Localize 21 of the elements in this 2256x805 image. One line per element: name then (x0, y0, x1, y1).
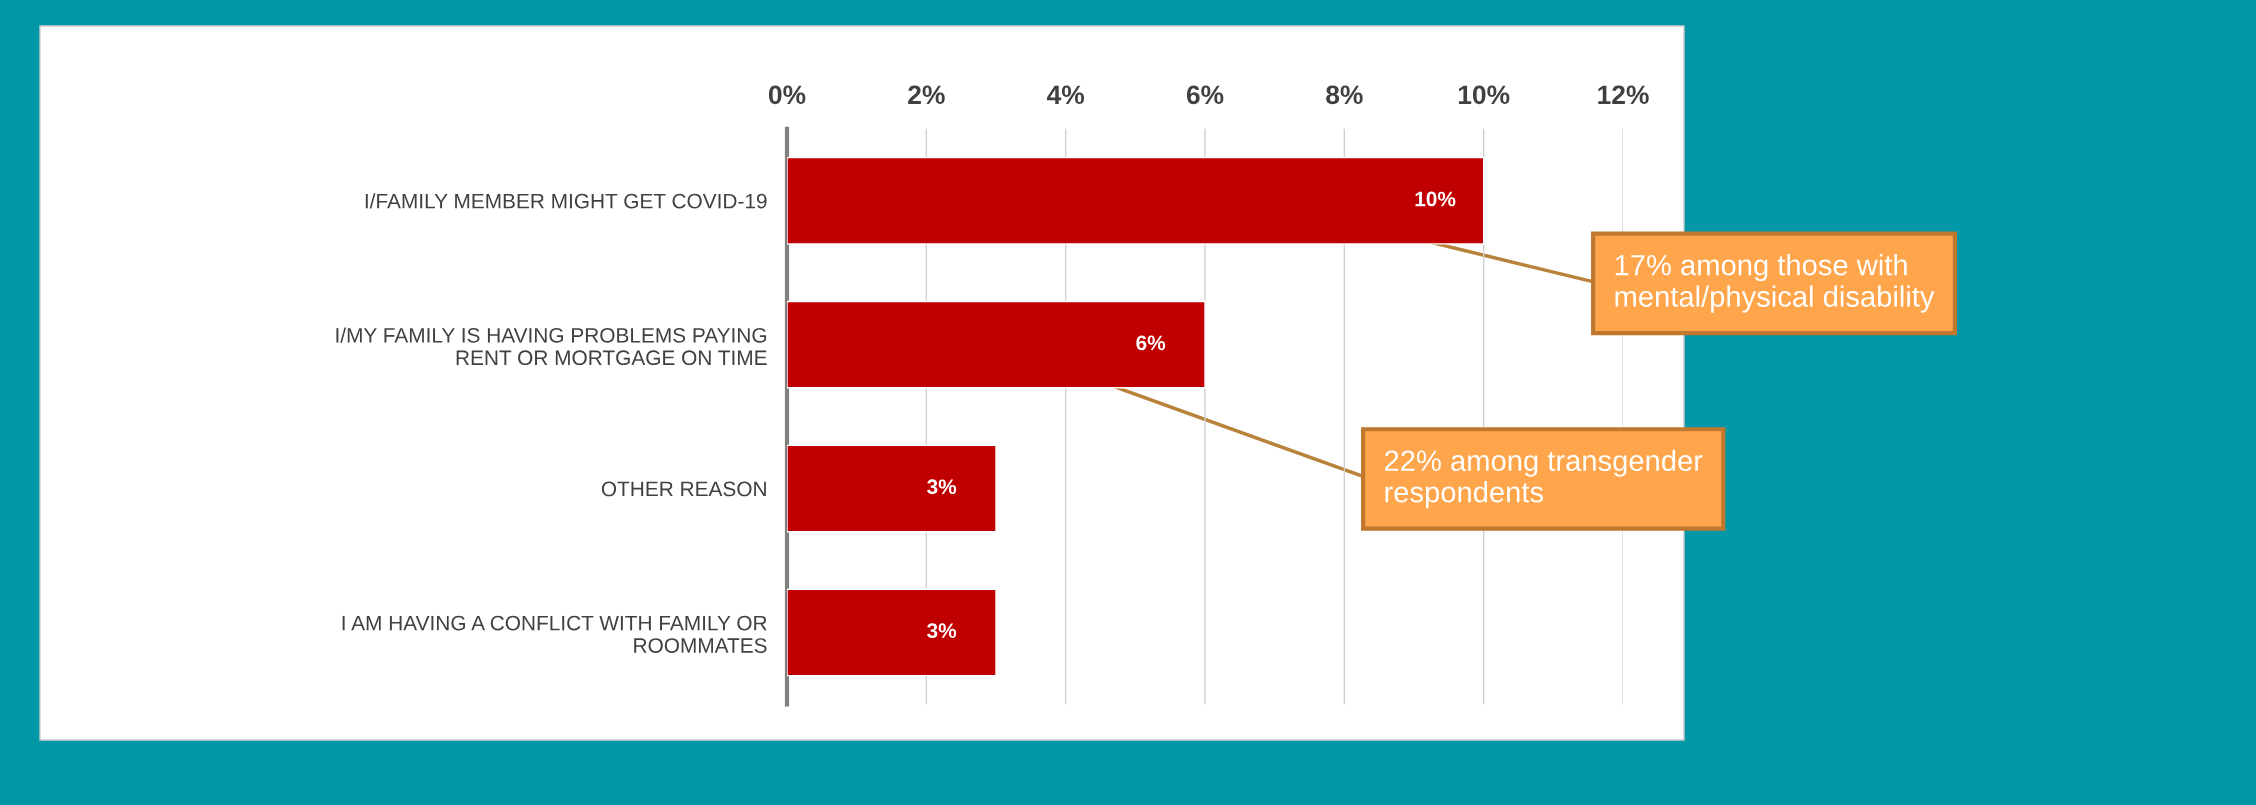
bar (787, 588, 997, 677)
x-tick-label: 0% (768, 85, 806, 105)
annotation: 17% among those with mental/physical disability (1615, 254, 1935, 313)
y-tick-label: OTHER REASON (601, 481, 766, 497)
data-label: 3% (927, 623, 957, 639)
data-label: 6% (1136, 335, 1166, 351)
x-tick-label: 2% (908, 85, 945, 105)
bar (787, 444, 997, 533)
x-tick-label: 8% (1326, 85, 1363, 105)
data-label: 3% (927, 479, 957, 495)
y-tick-label: I/FAMILY MEMBER MIGHT GET COVID-19 (365, 193, 767, 209)
x-tick-label: 6% (1186, 85, 1224, 105)
y-tick-label: I AM HAVING A CONFLICT WITH FAMILY OR ROOMMATES (342, 615, 767, 653)
bar (787, 156, 1485, 245)
x-tick-label: 4% (1047, 85, 1085, 105)
data-label: 10% (1415, 191, 1456, 207)
bar (787, 300, 1206, 389)
annotation: 22% among transgender respondents (1385, 449, 1703, 509)
x-tick-label: 10% (1458, 85, 1510, 105)
x-tick-label: 12% (1598, 85, 1649, 105)
y-tick-label: I/MY FAMILY IS HAVING PROBLEMS PAYING RENT OR MORTGAGE ON TIME (336, 327, 767, 366)
